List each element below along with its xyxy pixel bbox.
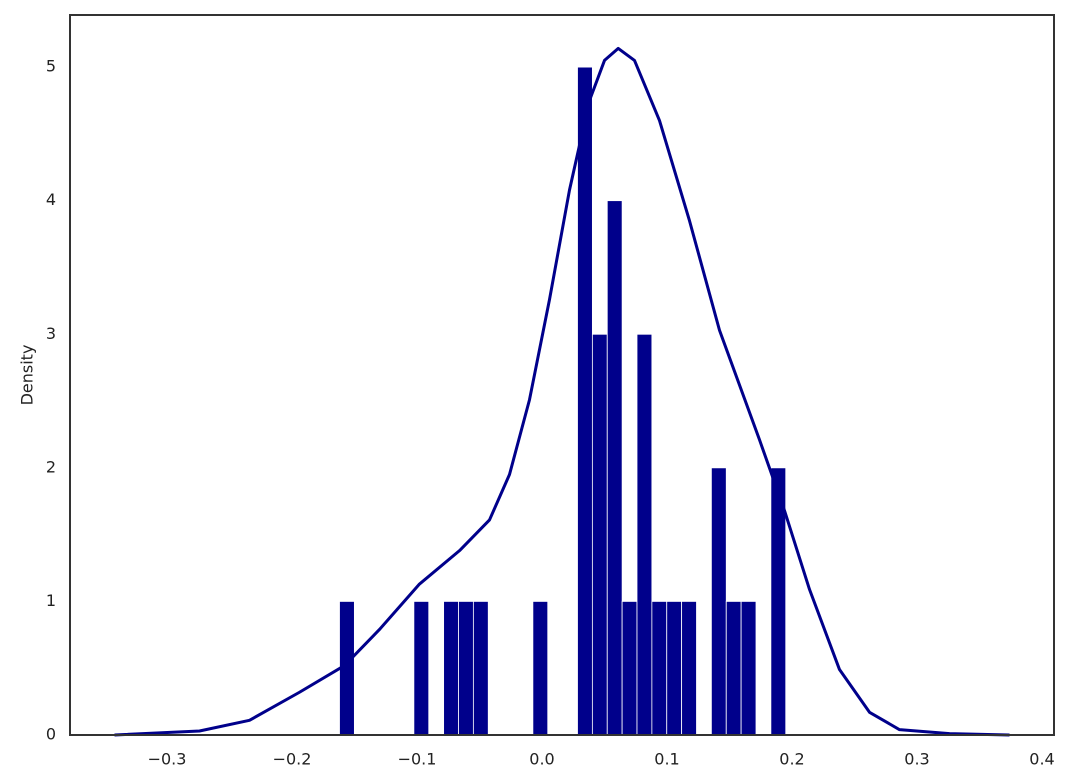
histogram-bar bbox=[443, 601, 459, 736]
histogram-bar bbox=[740, 601, 757, 736]
histogram-bar bbox=[472, 601, 489, 736]
x-tick-label: −0.1 bbox=[398, 750, 437, 769]
histogram-bar bbox=[710, 467, 727, 736]
histogram-bar bbox=[636, 333, 653, 736]
x-tick-label: −0.3 bbox=[148, 750, 187, 769]
x-tick-label: 0.1 bbox=[654, 750, 679, 769]
x-tick-label: 0.2 bbox=[779, 750, 804, 769]
y-axis-label: Density bbox=[18, 345, 37, 406]
histogram-bar bbox=[681, 601, 697, 736]
y-tick-label: 3 bbox=[46, 324, 56, 343]
histogram-bar bbox=[532, 601, 549, 736]
x-tick-label: −0.2 bbox=[273, 750, 312, 769]
plot-frame bbox=[69, 14, 1055, 736]
x-tick-label: 0.0 bbox=[529, 750, 554, 769]
density-line bbox=[114, 46, 1010, 737]
histogram-bar bbox=[606, 200, 623, 736]
histogram-bar bbox=[651, 601, 668, 736]
y-tick-label: 0 bbox=[46, 725, 56, 744]
y-tick-label: 5 bbox=[46, 57, 56, 76]
y-tick-label: 1 bbox=[46, 591, 56, 610]
histogram-bar bbox=[413, 601, 430, 736]
y-tick-label: 4 bbox=[46, 190, 56, 209]
histogram-bar bbox=[591, 333, 608, 736]
histogram-bar bbox=[621, 601, 638, 736]
x-tick-label: 0.3 bbox=[904, 750, 929, 769]
histogram-bar bbox=[725, 601, 742, 736]
histogram-bar bbox=[577, 66, 593, 736]
histogram-bar bbox=[666, 601, 683, 736]
y-tick-label: 2 bbox=[46, 457, 56, 476]
histogram-bar bbox=[458, 601, 474, 736]
x-tick-label: 0.4 bbox=[1029, 750, 1054, 769]
